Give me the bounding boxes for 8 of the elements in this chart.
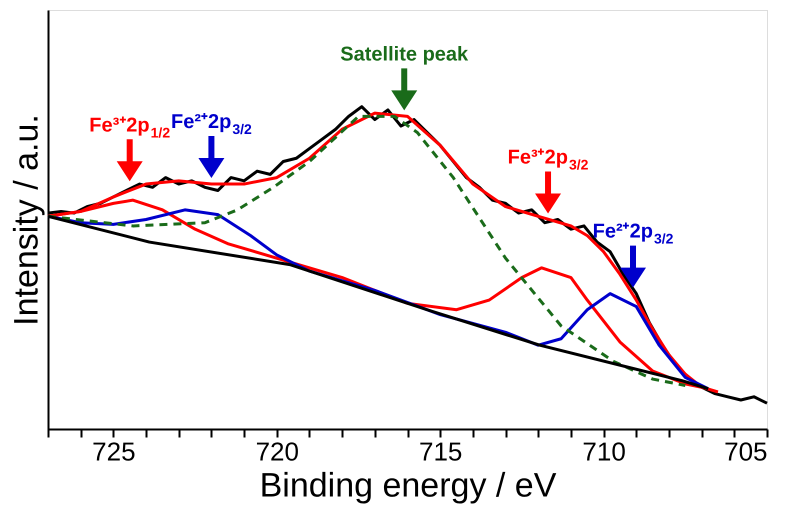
y-axis-title: Intensity / a.u.: [8, 114, 46, 326]
x-tick-label: 715: [418, 436, 462, 466]
x-axis-title: Binding energy / eV: [260, 466, 557, 504]
annotation: Satellite peak: [340, 43, 470, 66]
x-tick-label: 705: [724, 436, 768, 466]
x-tick-label: 725: [92, 436, 136, 466]
x-tick-label: 720: [256, 436, 299, 466]
x-tick-label: 710: [582, 436, 626, 466]
